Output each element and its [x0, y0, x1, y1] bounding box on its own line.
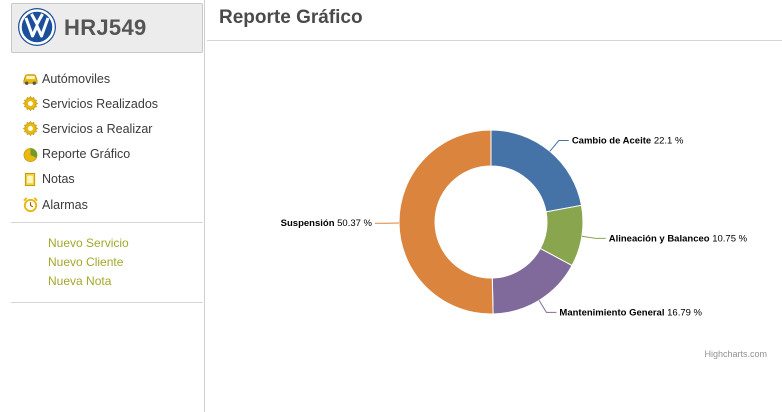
sidebar-item-notas[interactable]: Notas — [22, 167, 158, 192]
data-label: Mantenimiento General 16.79 % — [559, 307, 702, 318]
sidebar-divider — [11, 222, 203, 223]
data-label: Alineación y Balanceo 10.75 % — [609, 233, 748, 244]
sidebar-item-label: Reporte Gráfico — [42, 147, 131, 162]
vehicle-header: HRJ549 — [11, 3, 203, 53]
sidebar-item-reporte-grafico[interactable]: Reporte Gráfico — [22, 142, 158, 167]
new-note-link[interactable]: Nueva Nota — [48, 274, 112, 289]
data-label-name: Mantenimiento General — [559, 307, 664, 318]
sidebar-item-alarmas[interactable]: Alarmas — [22, 192, 158, 217]
data-label-value: 10.75 % — [710, 233, 748, 244]
chart-connectors — [375, 140, 606, 313]
note-icon — [24, 172, 36, 186]
data-label-value: 22.1 % — [651, 136, 684, 147]
sidebar-item-label: Autómoviles — [42, 71, 111, 86]
slice-suspensi-n[interactable] — [398, 129, 494, 315]
data-label-value: 50.37 % — [335, 218, 373, 229]
data-label-name: Suspensión — [281, 218, 335, 229]
sidebar-item-servicios-a-realizar[interactable]: Servicios a Realizar — [22, 116, 158, 141]
slice-cambio-de-aceite[interactable] — [490, 129, 583, 213]
pie-chart-icon — [23, 147, 38, 162]
data-label: Cambio de Aceite 22.1 % — [572, 136, 684, 147]
data-label: Suspensión 50.37 % — [281, 218, 373, 229]
donut-chart: Cambio de Aceite 22.1 % Alineación y Bala… — [281, 129, 767, 359]
chart-credits[interactable]: Highcharts.com — [704, 349, 767, 359]
sidebar-item-label: Servicios Realizados — [42, 96, 159, 111]
chart-labels: Cambio de Aceite 22.1 % Alineación y Bala… — [281, 136, 748, 319]
sidebar-item-label: Alarmas — [42, 197, 88, 212]
gear-icon — [22, 96, 39, 112]
data-label-value: 16.79 % — [664, 307, 702, 318]
alarm-clock-icon — [23, 197, 38, 213]
sidebar-item-automoviles[interactable]: Autómoviles — [22, 66, 158, 91]
new-service-link[interactable]: Nuevo Servicio — [48, 236, 129, 250]
sidebar-item-servicios-realizados[interactable]: Servicios Realizados — [22, 91, 158, 116]
data-label-name: Cambio de Aceite — [572, 136, 651, 147]
sidebar-item-label: Servicios a Realizar — [42, 121, 153, 136]
new-client-link[interactable]: Nuevo Cliente — [48, 255, 124, 270]
vw-logo — [18, 8, 56, 46]
label-connector — [581, 235, 606, 239]
label-connector — [549, 140, 569, 152]
data-label-name: Alineación y Balanceo — [609, 233, 710, 244]
sidebar-actions: Nuevo Servicio Nuevo Cliente Nueva Nota — [48, 234, 129, 292]
gear-icon — [22, 121, 39, 137]
label-connector — [538, 300, 557, 313]
sidebar-item-label: Notas — [42, 172, 75, 187]
vehicle-plate: HRJ549 — [64, 15, 147, 40]
sidebar: HRJ549 Autómoviles Servicios Realizados — [0, 0, 205, 412]
page-title: Reporte Gráfico — [219, 7, 363, 28]
chart-slices — [398, 129, 584, 315]
sidebar-divider — [11, 302, 203, 303]
sidebar-nav: Autómoviles Servicios Realizados Servici… — [22, 66, 158, 217]
car-icon — [23, 74, 38, 86]
title-divider — [207, 40, 782, 41]
